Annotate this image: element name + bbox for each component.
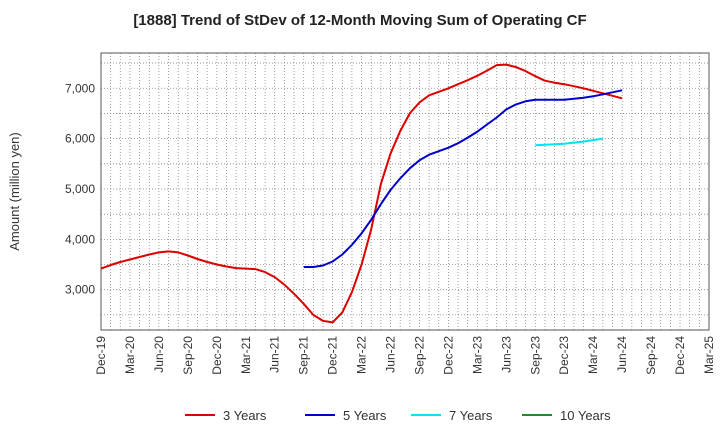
chart-title: [1888] Trend of StDev of 12-Month Moving… bbox=[133, 12, 587, 29]
x-tick-label: Mar-24 bbox=[586, 336, 600, 374]
x-tick-label: Mar-21 bbox=[239, 336, 253, 374]
y-tick-label: 6,000 bbox=[65, 132, 95, 146]
x-tick-label: Dec-20 bbox=[210, 336, 224, 375]
y-tick-label: 7,000 bbox=[65, 81, 95, 95]
y-axis-title: Amount (million yen) bbox=[7, 132, 22, 251]
series-line-7-years bbox=[535, 137, 603, 147]
series-line-5-years bbox=[303, 89, 623, 268]
legend-label-7-years: 7 Years bbox=[449, 408, 493, 423]
plot-area bbox=[101, 53, 709, 330]
x-tick-label: Mar-22 bbox=[355, 336, 369, 374]
x-tick-label: Mar-23 bbox=[470, 336, 484, 374]
x-tick-label: Jun-20 bbox=[152, 336, 166, 373]
series-line-3-years bbox=[100, 63, 623, 324]
legend-label-10-years: 10 Years bbox=[560, 408, 611, 423]
x-tick-label: Dec-21 bbox=[326, 336, 340, 375]
x-tick-label: Jun-23 bbox=[499, 336, 513, 373]
x-tick-label: Dec-19 bbox=[94, 336, 108, 375]
x-tick-label: Dec-24 bbox=[673, 336, 687, 375]
legend-label-5-years: 5 Years bbox=[343, 408, 387, 423]
plot-border bbox=[100, 52, 710, 331]
x-tick-label: Dec-22 bbox=[441, 336, 455, 375]
x-tick-label: Jun-24 bbox=[615, 336, 629, 373]
x-tick-label: Sep-24 bbox=[644, 336, 658, 375]
y-tick-label: 4,000 bbox=[65, 232, 95, 246]
x-tick-label: Sep-21 bbox=[297, 336, 311, 375]
x-tick-label: Sep-22 bbox=[412, 336, 426, 375]
x-tick-label: Mar-25 bbox=[702, 336, 716, 374]
legend-label-3-years: 3 Years bbox=[223, 408, 267, 423]
x-tick-label: Jun-22 bbox=[384, 336, 398, 373]
y-tick-label: 3,000 bbox=[65, 283, 95, 297]
y-tick-label: 5,000 bbox=[65, 182, 95, 196]
x-tick-label: Sep-20 bbox=[181, 336, 195, 375]
x-tick-label: Dec-23 bbox=[557, 336, 571, 375]
x-tick-label: Sep-23 bbox=[528, 336, 542, 375]
x-tick-label: Jun-21 bbox=[268, 336, 282, 373]
x-tick-label: Mar-20 bbox=[123, 336, 137, 374]
